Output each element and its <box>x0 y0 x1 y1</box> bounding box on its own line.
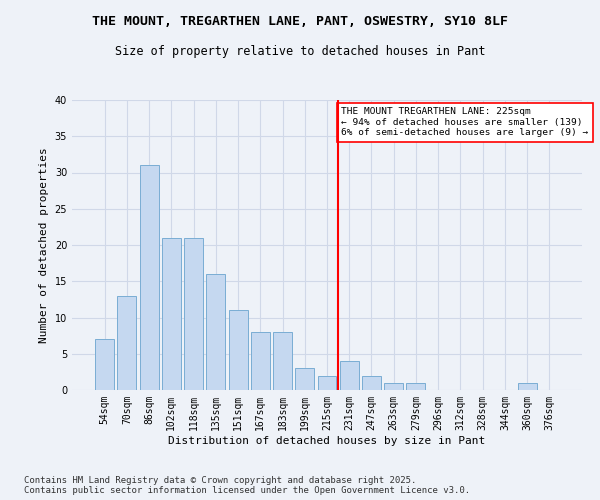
Bar <box>384 383 403 390</box>
Bar <box>118 296 136 390</box>
Y-axis label: Number of detached properties: Number of detached properties <box>39 147 49 343</box>
Bar <box>95 339 114 390</box>
Bar <box>362 376 381 390</box>
Text: Contains HM Land Registry data © Crown copyright and database right 2025.
Contai: Contains HM Land Registry data © Crown c… <box>24 476 470 495</box>
X-axis label: Distribution of detached houses by size in Pant: Distribution of detached houses by size … <box>169 436 485 446</box>
Text: Size of property relative to detached houses in Pant: Size of property relative to detached ho… <box>115 45 485 58</box>
Bar <box>140 165 158 390</box>
Text: THE MOUNT TREGARTHEN LANE: 225sqm
← 94% of detached houses are smaller (139)
6% : THE MOUNT TREGARTHEN LANE: 225sqm ← 94% … <box>341 108 589 137</box>
Bar <box>295 368 314 390</box>
Bar <box>229 310 248 390</box>
Bar <box>206 274 225 390</box>
Bar <box>251 332 270 390</box>
Bar <box>184 238 203 390</box>
Bar <box>162 238 181 390</box>
Bar <box>518 383 536 390</box>
Bar <box>273 332 292 390</box>
Bar <box>340 361 359 390</box>
Bar <box>317 376 337 390</box>
Text: THE MOUNT, TREGARTHEN LANE, PANT, OSWESTRY, SY10 8LF: THE MOUNT, TREGARTHEN LANE, PANT, OSWEST… <box>92 15 508 28</box>
Bar <box>406 383 425 390</box>
